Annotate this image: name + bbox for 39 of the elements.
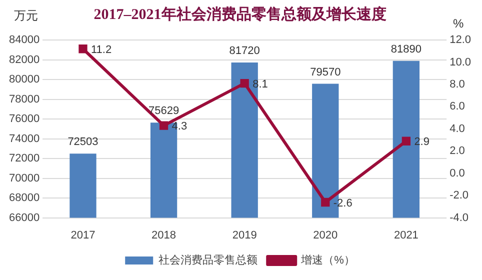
x-tick-label: 2018: [152, 229, 176, 242]
x-tick-label: 2020: [313, 229, 338, 242]
y2-tick-label: 0.0: [450, 167, 465, 180]
x-tick-label: 2019: [232, 229, 257, 242]
y2-tick-label: 10.0: [450, 56, 472, 68]
point: [78, 44, 88, 54]
point: [402, 136, 411, 146]
y-tick-label: 72000: [8, 152, 40, 165]
point: [240, 79, 249, 88]
y-tick-label: 82000: [8, 54, 40, 66]
y-tick-label: 68000: [8, 192, 40, 204]
y2-tick-label: -4.0: [450, 212, 469, 224]
y-tick-label: 74000: [8, 132, 40, 145]
y-tick-label: 84000: [8, 34, 40, 46]
y2-axis-title: %: [452, 16, 464, 30]
data-label: 81720: [229, 45, 260, 58]
data-label: 72503: [68, 136, 98, 148]
data-label: 81890: [390, 43, 422, 56]
y-tick-label: 76000: [8, 113, 40, 126]
x-tick-label: 2021: [394, 229, 418, 242]
data-label: 79570: [310, 66, 341, 78]
x-tick-label: 2017: [70, 229, 96, 242]
y-tick-label: 66000: [8, 212, 40, 224]
y2-tick-label: 12.0: [450, 34, 472, 46]
y-tick-label: 80000: [8, 74, 40, 86]
y2-tick-label: 8.0: [450, 78, 465, 90]
data-label: 11.2: [90, 44, 112, 56]
y-tick-label: 78000: [8, 93, 40, 106]
point: [321, 198, 330, 207]
y2-tick-label: 6.0: [450, 100, 465, 113]
y2-tick-label: 2.0: [450, 145, 465, 158]
chart-title: 2017–2021年社会消费品零售总额及增长速度: [94, 4, 386, 23]
y-tick-label: 70000: [8, 172, 40, 184]
y2-tick-label: -2.0: [450, 190, 469, 202]
legend-label: 增速（%）: [300, 254, 355, 267]
legend-label: 社会消费品零售总额: [158, 254, 258, 267]
point: [159, 121, 168, 130]
y2-tick-label: 4.0: [450, 122, 465, 135]
y-axis-title: 万元: [14, 8, 38, 22]
